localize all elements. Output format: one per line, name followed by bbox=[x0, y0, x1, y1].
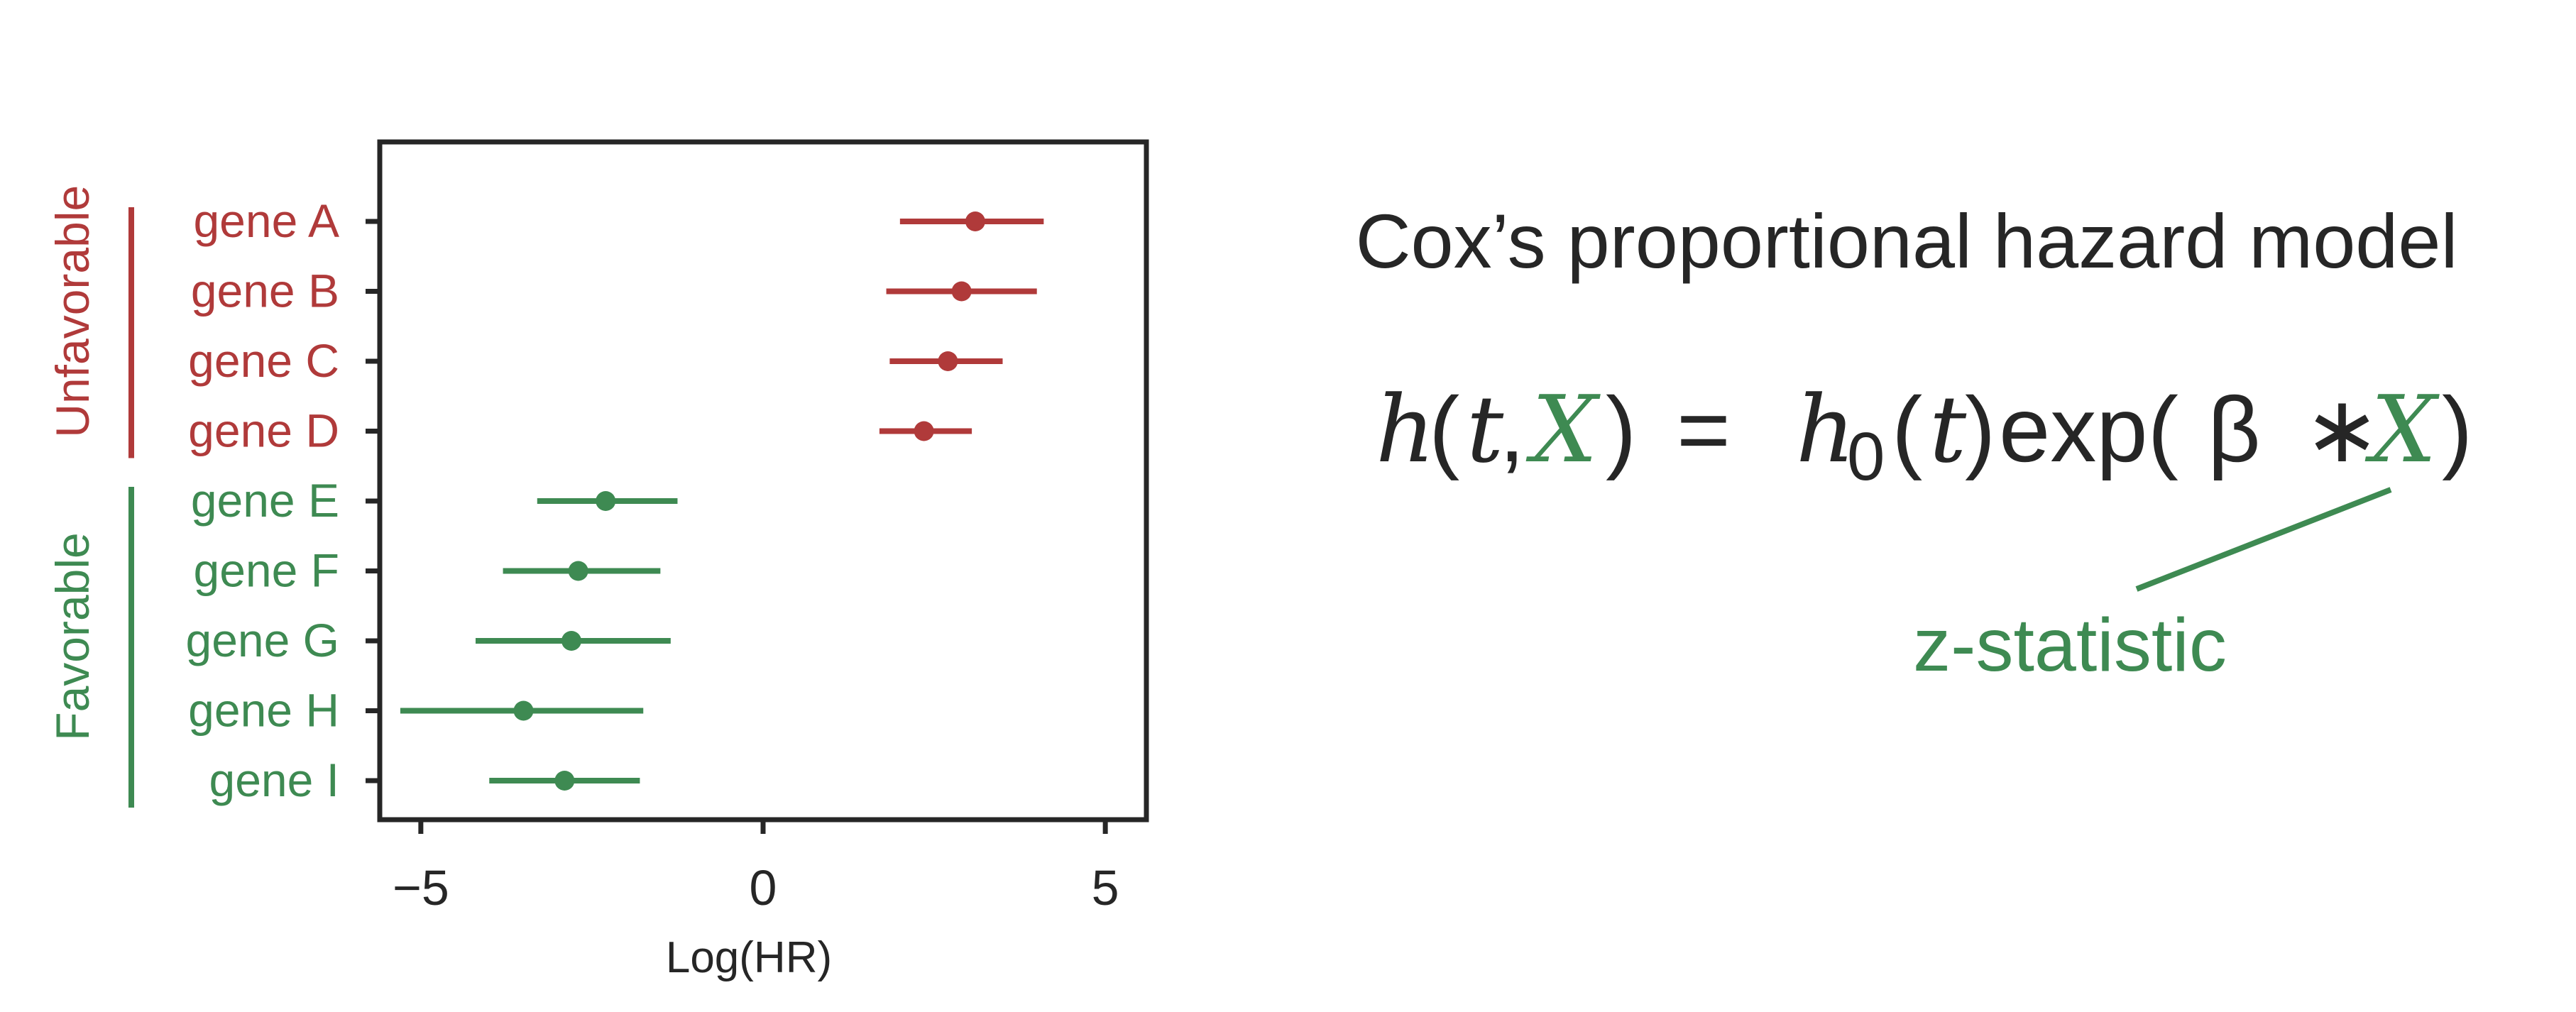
hazard-equation: h ( t , X ) = h 0 ( t ) exp( β ∗ X ) bbox=[1376, 375, 2472, 495]
data-point bbox=[568, 561, 588, 581]
eq-x2: X bbox=[2364, 375, 2440, 483]
data-point bbox=[596, 491, 616, 511]
eq-h: h bbox=[1376, 375, 1435, 483]
annotation-z-statistic: z-statistic bbox=[1913, 603, 2227, 687]
eq-t: t bbox=[1467, 375, 1504, 483]
eq-t-open-paren: ( bbox=[1892, 378, 1922, 481]
data-point bbox=[951, 281, 972, 302]
eq-h0: h bbox=[1796, 375, 1856, 483]
eq-comma: , bbox=[1499, 378, 1525, 481]
y-tick-label: gene D bbox=[188, 405, 339, 457]
y-tick-label: gene E bbox=[191, 474, 339, 527]
y-tick-label: gene I bbox=[209, 754, 340, 806]
group-label: Unfavorable bbox=[46, 185, 99, 438]
eq-open-paren: ( bbox=[1429, 378, 1459, 481]
group-labels: Unfavorable Favorable bbox=[46, 185, 134, 808]
chart-marks bbox=[400, 211, 1044, 791]
data-point bbox=[914, 421, 934, 441]
eq-t-close-paren: ) bbox=[1965, 378, 1995, 481]
annotation-pointer bbox=[2135, 487, 2392, 592]
eq-exp: exp( bbox=[1999, 378, 2178, 481]
y-tick-label: gene G bbox=[186, 614, 340, 666]
y-tick-label: gene C bbox=[188, 334, 339, 387]
x-axis-label: Log(HR) bbox=[666, 933, 832, 982]
model-title: Cox’s proportional hazard model bbox=[1356, 198, 2458, 284]
eq-final-paren: ) bbox=[2442, 378, 2472, 481]
eq-beta: β bbox=[2208, 378, 2261, 481]
cox-model: Cox’s proportional hazard model h ( t , … bbox=[1356, 198, 2473, 687]
axis-ticks: −5 0 5 bbox=[366, 219, 1119, 915]
group-label: Favorable bbox=[46, 532, 99, 741]
eq-times: ∗ bbox=[2303, 378, 2381, 481]
eq-t2: t bbox=[1929, 375, 1967, 483]
eq-x: X bbox=[1525, 375, 1601, 483]
x-tick-label: 5 bbox=[1092, 860, 1119, 915]
gene-labels: gene A gene B gene C gene D gene E gene F gene… bbox=[186, 194, 340, 806]
y-tick-label: gene A bbox=[193, 194, 339, 247]
plot-frame bbox=[377, 139, 1149, 823]
eq-h0-subscript: 0 bbox=[1847, 419, 1885, 495]
eq-equals: = bbox=[1677, 378, 1731, 481]
data-point bbox=[561, 631, 581, 651]
y-tick-label: gene F bbox=[194, 544, 339, 597]
y-tick-label: gene H bbox=[188, 684, 339, 737]
x-tick-label: −5 bbox=[393, 860, 449, 915]
data-point bbox=[965, 211, 985, 231]
data-point bbox=[554, 771, 575, 791]
x-tick-label: 0 bbox=[750, 860, 777, 915]
eq-close-paren: ) bbox=[1606, 378, 1636, 481]
data-point bbox=[938, 351, 958, 371]
data-point bbox=[513, 700, 534, 721]
y-tick-label: gene B bbox=[191, 265, 339, 317]
